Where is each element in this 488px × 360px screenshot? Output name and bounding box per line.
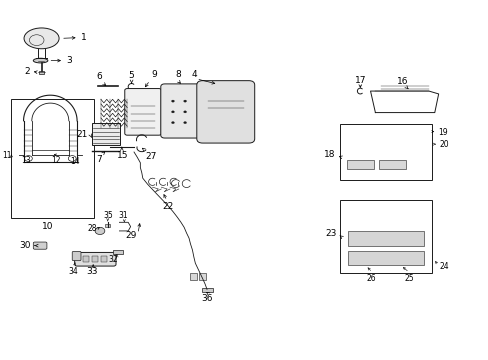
Text: 20: 20 <box>439 140 448 149</box>
Text: 31: 31 <box>118 211 128 220</box>
Circle shape <box>183 100 186 102</box>
Text: 18: 18 <box>323 150 334 159</box>
Bar <box>202 288 212 292</box>
Text: 10: 10 <box>42 222 54 231</box>
Text: 22: 22 <box>162 202 173 211</box>
Bar <box>83 256 89 262</box>
Bar <box>39 71 44 74</box>
FancyBboxPatch shape <box>124 89 161 135</box>
Ellipse shape <box>33 58 48 63</box>
Bar <box>347 251 423 265</box>
Text: 9: 9 <box>151 70 157 79</box>
Text: 30: 30 <box>20 241 31 250</box>
Text: 19: 19 <box>437 128 447 137</box>
Text: 29: 29 <box>125 231 137 240</box>
Bar <box>346 160 373 169</box>
Bar <box>101 256 106 262</box>
Circle shape <box>183 111 186 113</box>
Text: 15: 15 <box>116 150 128 159</box>
Text: 27: 27 <box>145 152 157 161</box>
Text: 33: 33 <box>86 267 97 276</box>
Bar <box>199 273 205 280</box>
Bar <box>339 125 431 180</box>
Bar <box>91 123 120 145</box>
Text: 25: 25 <box>404 274 413 283</box>
Circle shape <box>95 227 104 234</box>
Text: 32: 32 <box>108 255 118 264</box>
Text: 35: 35 <box>103 211 113 220</box>
Circle shape <box>171 111 174 113</box>
FancyBboxPatch shape <box>33 242 47 249</box>
Circle shape <box>171 122 174 124</box>
Text: 23: 23 <box>325 229 336 238</box>
Text: 6: 6 <box>96 72 102 81</box>
Bar <box>378 160 405 169</box>
Text: 28: 28 <box>87 224 96 233</box>
Ellipse shape <box>24 28 59 49</box>
Bar <box>92 256 98 262</box>
Text: 5: 5 <box>128 71 134 80</box>
Text: 34: 34 <box>69 267 79 276</box>
Text: 16: 16 <box>397 77 408 86</box>
Bar <box>105 224 110 226</box>
Text: 7: 7 <box>96 155 102 164</box>
FancyBboxPatch shape <box>161 84 204 138</box>
FancyBboxPatch shape <box>75 252 116 266</box>
Text: 4: 4 <box>192 70 197 79</box>
Text: 17: 17 <box>354 76 366 85</box>
FancyBboxPatch shape <box>72 251 81 261</box>
Text: 21: 21 <box>76 130 87 139</box>
Text: 13: 13 <box>21 156 31 165</box>
Text: 8: 8 <box>175 70 181 79</box>
Bar <box>339 200 431 273</box>
Text: 26: 26 <box>366 274 376 283</box>
Bar <box>347 231 423 246</box>
Bar <box>112 250 123 254</box>
Text: 24: 24 <box>439 262 448 271</box>
Bar <box>11 99 94 218</box>
FancyBboxPatch shape <box>196 81 254 143</box>
Text: 14: 14 <box>70 157 80 166</box>
Circle shape <box>183 122 186 124</box>
Text: 3: 3 <box>66 56 72 65</box>
Text: 36: 36 <box>202 294 213 303</box>
Text: 1: 1 <box>81 33 86 42</box>
Bar <box>190 273 197 280</box>
Text: 11: 11 <box>2 151 11 160</box>
Text: 12: 12 <box>51 156 61 165</box>
Circle shape <box>171 100 174 102</box>
Text: 2: 2 <box>24 67 30 76</box>
